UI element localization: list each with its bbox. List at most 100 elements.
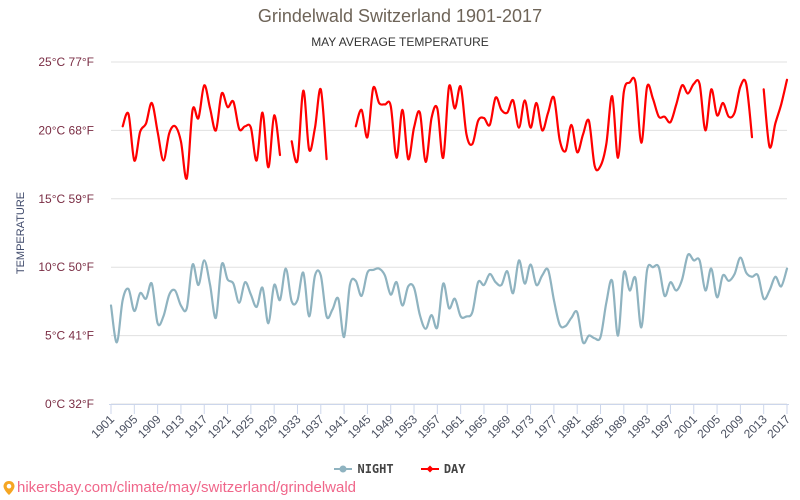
night-data-point[interactable]	[487, 272, 492, 277]
night-data-point[interactable]	[627, 288, 632, 293]
night-data-point[interactable]	[202, 258, 207, 263]
night-data-point[interactable]	[732, 272, 737, 277]
night-data-point[interactable]	[493, 280, 498, 285]
night-data-point[interactable]	[481, 282, 486, 287]
night-data-point[interactable]	[429, 313, 434, 318]
night-data-point[interactable]	[295, 298, 300, 303]
day-data-point[interactable]	[487, 122, 492, 127]
day-data-point[interactable]	[773, 121, 778, 126]
night-data-point[interactable]	[342, 334, 347, 339]
night-data-point[interactable]	[272, 282, 277, 287]
night-data-point[interactable]	[610, 278, 615, 283]
day-data-point[interactable]	[406, 157, 411, 162]
night-data-point[interactable]	[604, 300, 609, 305]
night-data-point[interactable]	[563, 324, 568, 329]
night-data-point[interactable]	[738, 255, 743, 260]
night-data-point[interactable]	[755, 273, 760, 278]
day-data-point[interactable]	[709, 87, 714, 92]
night-data-point[interactable]	[237, 300, 242, 305]
night-data-point[interactable]	[365, 270, 370, 275]
day-data-point[interactable]	[668, 120, 673, 125]
day-data-point[interactable]	[417, 110, 422, 115]
day-data-point[interactable]	[738, 84, 743, 89]
night-data-point[interactable]	[470, 310, 475, 315]
day-data-point[interactable]	[447, 84, 452, 89]
day-data-point[interactable]	[231, 99, 236, 104]
day-data-point[interactable]	[272, 113, 277, 118]
day-data-point[interactable]	[481, 116, 486, 121]
night-data-point[interactable]	[330, 307, 335, 312]
night-data-point[interactable]	[138, 291, 143, 296]
night-data-point[interactable]	[621, 270, 626, 275]
day-data-point[interactable]	[371, 85, 376, 90]
night-data-point[interactable]	[208, 282, 213, 287]
night-data-point[interactable]	[569, 315, 574, 320]
night-data-point[interactable]	[114, 340, 119, 345]
night-data-point[interactable]	[347, 282, 352, 287]
night-data-point[interactable]	[120, 298, 125, 303]
night-data-point[interactable]	[109, 303, 114, 308]
night-data-point[interactable]	[213, 315, 218, 320]
day-data-point[interactable]	[726, 114, 731, 119]
day-data-point[interactable]	[301, 88, 306, 93]
day-data-point[interactable]	[779, 102, 784, 107]
day-data-point[interactable]	[318, 87, 323, 92]
day-data-point[interactable]	[312, 125, 317, 130]
night-data-point[interactable]	[750, 274, 755, 279]
day-data-point[interactable]	[586, 118, 591, 123]
night-data-point[interactable]	[143, 296, 148, 301]
day-data-point[interactable]	[138, 129, 143, 134]
day-data-point[interactable]	[744, 81, 749, 86]
day-data-point[interactable]	[767, 144, 772, 149]
night-data-point[interactable]	[184, 306, 189, 311]
night-data-point[interactable]	[254, 304, 259, 309]
night-data-point[interactable]	[394, 280, 399, 285]
night-data-point[interactable]	[581, 340, 586, 345]
day-data-point[interactable]	[546, 110, 551, 115]
day-data-point[interactable]	[423, 159, 428, 164]
night-data-point[interactable]	[680, 277, 685, 282]
night-data-point[interactable]	[377, 266, 382, 271]
day-data-point[interactable]	[476, 118, 481, 123]
night-data-point[interactable]	[400, 303, 405, 308]
night-data-point[interactable]	[196, 282, 201, 287]
day-data-point[interactable]	[365, 135, 370, 140]
night-data-point[interactable]	[499, 282, 504, 287]
night-data-point[interactable]	[441, 281, 446, 286]
day-data-point[interactable]	[604, 142, 609, 147]
night-data-point[interactable]	[720, 273, 725, 278]
day-data-point[interactable]	[557, 137, 562, 142]
night-data-point[interactable]	[301, 270, 306, 275]
day-data-point[interactable]	[196, 116, 201, 121]
day-data-point[interactable]	[674, 102, 679, 107]
night-data-point[interactable]	[173, 288, 178, 293]
night-data-point[interactable]	[260, 285, 265, 290]
night-data-point[interactable]	[691, 258, 696, 263]
night-data-point[interactable]	[289, 299, 294, 304]
night-data-point[interactable]	[161, 314, 166, 319]
day-data-point[interactable]	[161, 158, 166, 163]
night-data-point[interactable]	[318, 273, 323, 278]
day-data-point[interactable]	[213, 128, 218, 133]
night-data-point[interactable]	[155, 321, 160, 326]
day-data-point[interactable]	[621, 90, 626, 95]
day-data-point[interactable]	[260, 110, 265, 115]
day-data-point[interactable]	[563, 148, 568, 153]
night-data-point[interactable]	[225, 277, 230, 282]
day-data-point[interactable]	[167, 131, 172, 136]
day-data-point[interactable]	[750, 135, 755, 140]
night-data-point[interactable]	[656, 265, 661, 270]
day-data-point[interactable]	[254, 158, 259, 163]
night-data-point[interactable]	[126, 287, 131, 292]
day-data-point[interactable]	[616, 155, 621, 160]
day-data-point[interactable]	[208, 106, 213, 111]
night-data-point[interactable]	[417, 313, 422, 318]
night-data-point[interactable]	[633, 276, 638, 281]
day-data-point[interactable]	[412, 125, 417, 130]
night-data-point[interactable]	[715, 295, 720, 300]
night-data-point[interactable]	[336, 296, 341, 301]
night-data-point[interactable]	[452, 296, 457, 301]
night-data-point[interactable]	[307, 314, 312, 319]
night-data-point[interactable]	[528, 262, 533, 267]
day-data-point[interactable]	[394, 155, 399, 160]
